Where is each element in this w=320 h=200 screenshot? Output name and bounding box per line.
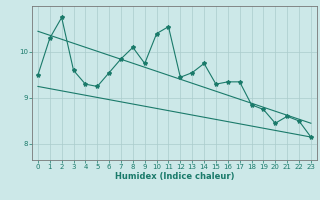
X-axis label: Humidex (Indice chaleur): Humidex (Indice chaleur)	[115, 172, 234, 181]
